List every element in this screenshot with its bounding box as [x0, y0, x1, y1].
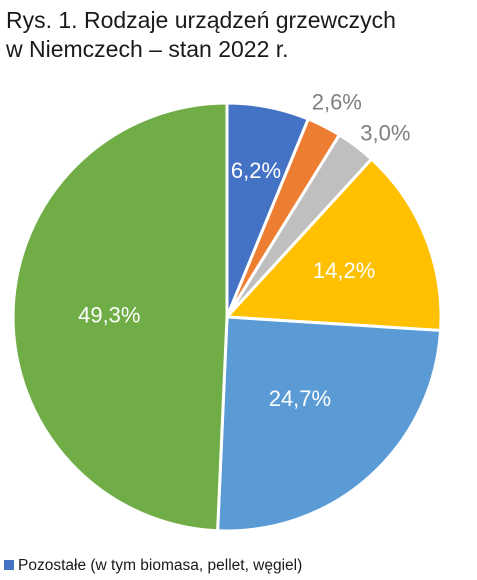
- chart-title-line-1: Rys. 1. Rodzaje urządzeń grzewczych: [6, 7, 396, 33]
- pie-slice-6: [11, 101, 229, 533]
- slice-label-6: 49,3%: [78, 302, 140, 327]
- pie-slice-4: [225, 157, 443, 332]
- pie-slice-5: [216, 315, 443, 533]
- chart-title-line-2: w Niemczech – stan 2022 r.: [6, 36, 289, 62]
- slice-label-2: 2,6%: [312, 90, 362, 115]
- legend-swatch: [4, 560, 14, 570]
- slice-label-1: 6,2%: [231, 158, 281, 183]
- legend-label: Pozostałe (w tym biomasa, pellet, węgiel…: [18, 557, 303, 574]
- slice-label-5: 24,7%: [269, 386, 331, 411]
- slice-label-4: 14,2%: [313, 258, 375, 283]
- legend: Pozostałe (w tym biomasa, pellet, węgiel…: [4, 557, 302, 575]
- chart-title: Rys. 1. Rodzaje urządzeń grzewczych w Ni…: [6, 6, 396, 64]
- slice-label-3: 3,0%: [360, 121, 410, 146]
